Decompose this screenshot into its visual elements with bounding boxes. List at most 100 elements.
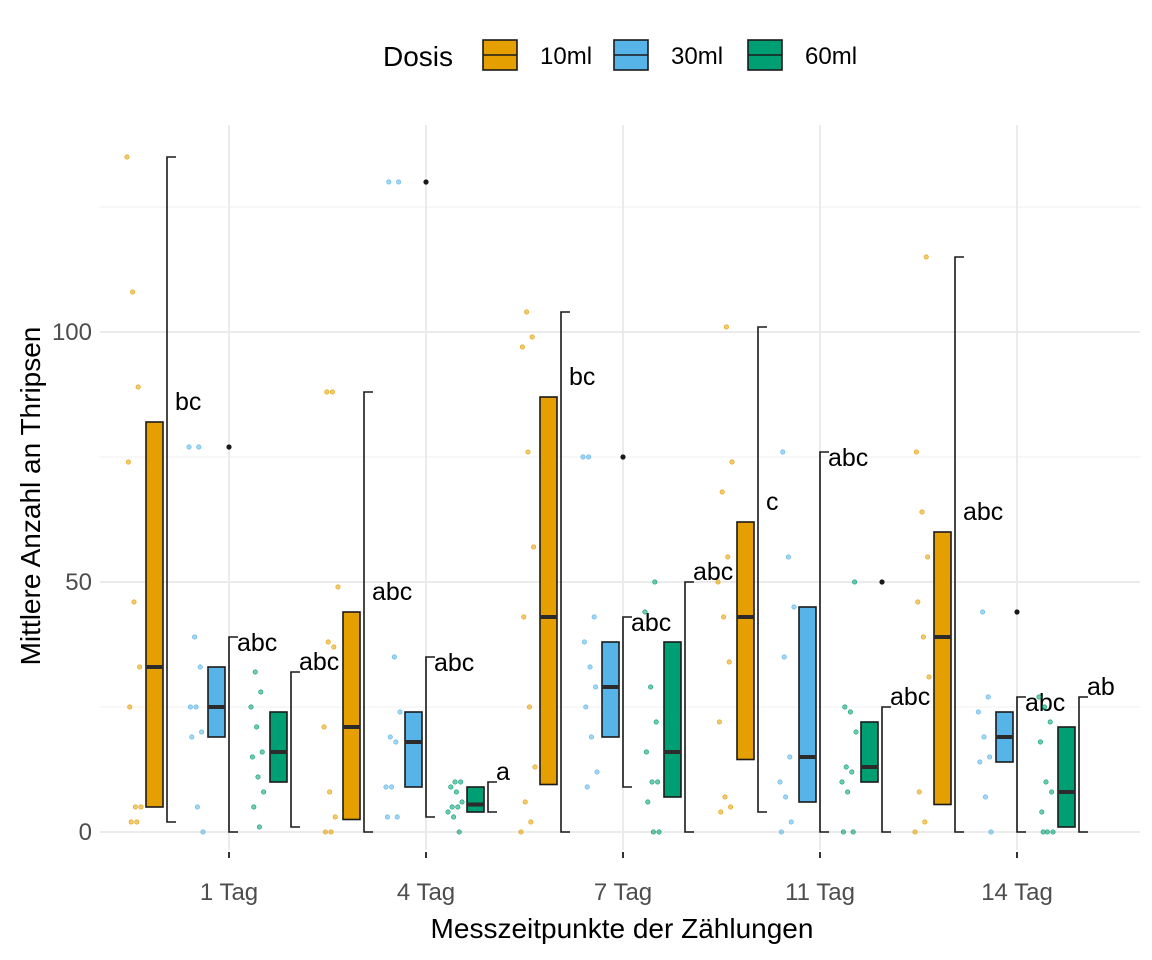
data-point <box>393 739 399 745</box>
data-point <box>781 654 787 660</box>
whisker <box>684 581 694 833</box>
data-point <box>716 719 722 725</box>
data-point <box>199 729 205 735</box>
data-point <box>397 709 403 715</box>
box <box>663 641 682 798</box>
data-point <box>186 444 192 450</box>
data-point <box>726 659 732 665</box>
data-point <box>453 789 459 795</box>
box <box>736 521 755 761</box>
data-point <box>581 639 587 645</box>
data-point <box>845 789 851 795</box>
y-axis-ticks: 0 50 100 <box>52 319 92 846</box>
data-point <box>252 669 258 675</box>
data-point <box>445 809 451 815</box>
significance-label: abc <box>963 498 1003 526</box>
data-point <box>456 829 462 835</box>
box <box>601 641 620 738</box>
x-axis-title: Messzeitpunkte der Zählungen <box>431 913 814 944</box>
data-point <box>135 384 141 390</box>
legend-title: Dosis <box>383 41 453 72</box>
outlier-point <box>423 179 429 185</box>
data-point <box>1043 779 1049 785</box>
data-point <box>913 449 919 455</box>
data-point <box>194 804 200 810</box>
data-point <box>915 599 921 605</box>
whisker <box>228 636 238 833</box>
legend-item-30ml: 30ml <box>613 39 723 71</box>
outlier-point <box>226 444 232 450</box>
data-point <box>261 789 267 795</box>
data-point <box>526 704 532 710</box>
data-point <box>131 599 137 605</box>
significance-label: c <box>766 488 779 516</box>
data-point <box>384 814 390 820</box>
data-point <box>1044 829 1050 835</box>
data-point <box>329 389 335 395</box>
box <box>207 666 226 738</box>
box <box>933 531 952 806</box>
data-point <box>529 334 535 340</box>
box <box>145 421 164 808</box>
data-point <box>531 544 537 550</box>
data-point <box>656 829 662 835</box>
data-point <box>522 799 528 805</box>
data-point <box>785 554 791 560</box>
data-point <box>197 664 203 670</box>
significance-label: ab <box>1087 673 1115 701</box>
data-point <box>987 754 993 760</box>
whisker <box>1078 696 1088 833</box>
data-point <box>248 704 254 710</box>
data-point <box>327 789 333 795</box>
significance-label: abc <box>299 648 339 676</box>
data-point <box>985 694 991 700</box>
data-point <box>458 779 464 785</box>
data-point <box>729 459 735 465</box>
data-point <box>649 779 655 785</box>
data-point <box>842 704 848 710</box>
box <box>404 711 423 788</box>
whisker <box>881 706 891 833</box>
data-point <box>920 634 926 640</box>
x-tick-label: 1 Tag <box>200 879 258 906</box>
data-point <box>926 674 932 680</box>
data-point <box>715 579 721 585</box>
data-point <box>1039 809 1045 815</box>
data-point <box>132 804 138 810</box>
x-tick-label: 7 Tag <box>594 879 652 906</box>
data-point <box>127 704 133 710</box>
whisker <box>425 656 435 818</box>
data-point <box>722 794 728 800</box>
data-point <box>583 704 589 710</box>
data-point <box>187 704 193 710</box>
data-point <box>192 634 198 640</box>
data-point <box>391 654 397 660</box>
data-point <box>1042 704 1048 710</box>
data-point <box>256 824 262 830</box>
whisker <box>819 451 829 833</box>
data-point <box>852 579 858 585</box>
significance-label: bc <box>175 388 201 416</box>
data-point <box>975 709 981 715</box>
x-axis-ticks: 1 Tag 4 Tag 7 Tag 11 Tag 14 Tag <box>200 852 1053 906</box>
data-point <box>451 814 457 820</box>
data-point <box>328 829 334 835</box>
box <box>1057 726 1076 828</box>
data-point <box>725 554 731 560</box>
data-point <box>134 819 140 825</box>
data-point <box>124 154 130 160</box>
significance-label: abc <box>828 444 868 472</box>
data-point <box>787 754 793 760</box>
data-point <box>849 769 855 775</box>
legend-item-10ml: 10ml <box>482 39 592 71</box>
data-point <box>791 604 797 610</box>
data-point <box>335 584 341 590</box>
legend-label: 30ml <box>671 43 723 70</box>
data-point <box>780 449 786 455</box>
data-point <box>518 829 524 835</box>
data-point <box>525 449 531 455</box>
data-point <box>847 709 853 715</box>
data-point <box>1037 739 1043 745</box>
data-point <box>655 779 661 785</box>
data-point <box>389 784 395 790</box>
